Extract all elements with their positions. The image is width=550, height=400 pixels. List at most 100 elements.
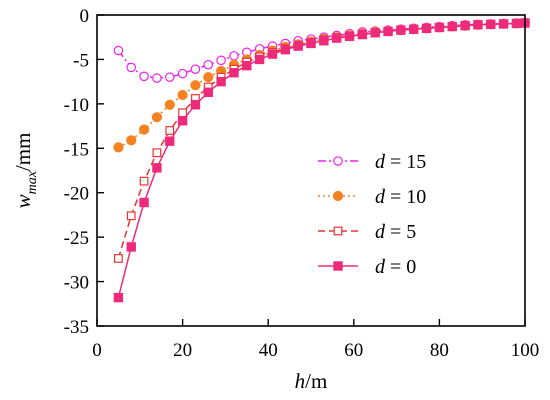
data-point xyxy=(113,292,124,303)
data-point xyxy=(113,254,123,263)
tick-labels: 0 20 40 60 80 100 0 -5 -10 -15 -20 -25 -30 -35 xyxy=(64,6,540,361)
legend-label: d = 5 xyxy=(375,221,416,243)
legend-label: d = 10 xyxy=(375,186,426,208)
data-point xyxy=(306,38,316,49)
legend-label: d = 0 xyxy=(375,256,416,278)
data-point xyxy=(151,112,163,123)
data-point xyxy=(370,28,380,38)
legend-entry: d = 5 xyxy=(318,221,416,243)
data-point xyxy=(113,142,124,153)
x-axis-variable: h xyxy=(295,369,306,393)
series-2 xyxy=(113,18,530,263)
data-point xyxy=(126,242,136,252)
data-point xyxy=(383,26,393,37)
legend-variable: d xyxy=(375,186,386,208)
data-point xyxy=(280,44,291,55)
legend: d = 15d = 10d = 5d = 0 xyxy=(318,151,426,278)
y-tick-label: -10 xyxy=(64,95,89,116)
y-axis-unit: /mm xyxy=(11,133,35,172)
data-point xyxy=(126,62,137,73)
x-tick-label: 0 xyxy=(92,340,102,361)
legend-value: = 15 xyxy=(385,151,426,173)
data-point xyxy=(113,45,124,56)
data-point xyxy=(190,64,201,75)
data-point xyxy=(216,55,226,66)
legend-variable: d xyxy=(375,256,386,278)
legend-value: = 0 xyxy=(385,256,416,278)
data-point xyxy=(165,136,175,146)
legend-marker xyxy=(332,190,344,202)
data-point xyxy=(177,116,188,126)
data-point xyxy=(139,197,149,208)
data-point xyxy=(331,33,342,43)
y-tick-label: -15 xyxy=(64,139,89,160)
data-point xyxy=(267,49,278,59)
data-point xyxy=(434,22,445,33)
legend-entry: d = 10 xyxy=(318,186,426,208)
legend-marker xyxy=(333,261,343,271)
x-tick-label: 40 xyxy=(259,340,278,361)
data-point xyxy=(164,72,175,82)
data-point xyxy=(486,19,496,30)
y-tick-label: 0 xyxy=(80,6,90,27)
data-point xyxy=(203,59,214,70)
data-point xyxy=(396,25,406,35)
axis-ticks xyxy=(96,14,526,327)
series-line xyxy=(117,22,526,259)
legend-marker xyxy=(333,156,343,166)
data-point xyxy=(216,76,226,87)
y-tick-label: -25 xyxy=(64,228,89,249)
x-tick-label: 20 xyxy=(173,340,192,361)
data-point xyxy=(177,68,188,79)
data-point xyxy=(165,126,175,135)
y-axis-variable: w xyxy=(11,194,35,208)
y-tick-label: -30 xyxy=(64,273,89,294)
series-3 xyxy=(113,18,530,303)
data-point xyxy=(409,24,419,34)
x-axis-unit: /m xyxy=(305,369,327,393)
data-point xyxy=(447,21,457,32)
series-line xyxy=(117,21,526,79)
data-point xyxy=(242,60,252,71)
legend-variable: d xyxy=(375,221,386,243)
data-point xyxy=(460,20,470,31)
data-point xyxy=(473,20,483,30)
legend-label: d = 15 xyxy=(375,151,426,173)
x-tick-label: 60 xyxy=(344,340,363,361)
series-layer xyxy=(113,17,531,303)
data-point xyxy=(126,135,137,146)
data-point xyxy=(319,36,329,46)
x-tick-label: 100 xyxy=(511,340,540,361)
y-axis-title: wmax/mm xyxy=(11,133,40,209)
data-point xyxy=(511,18,522,29)
data-point xyxy=(190,80,201,91)
data-point xyxy=(344,31,355,42)
legend-marker xyxy=(333,226,343,236)
data-point xyxy=(138,124,150,135)
legend-entry: d = 15 xyxy=(318,151,426,173)
data-point xyxy=(177,89,188,101)
data-point xyxy=(178,108,188,118)
data-point xyxy=(139,176,149,186)
data-point xyxy=(293,41,303,51)
data-point xyxy=(139,71,149,82)
data-point xyxy=(498,19,509,29)
x-tick-label: 80 xyxy=(430,340,449,361)
legend-value: = 5 xyxy=(385,221,416,243)
data-point xyxy=(164,99,175,110)
data-point xyxy=(229,68,239,78)
data-point xyxy=(203,87,213,98)
legend-entry: d = 0 xyxy=(318,256,416,278)
y-tick-label: -35 xyxy=(64,317,89,338)
data-point xyxy=(152,148,162,158)
y-tick-label: -20 xyxy=(64,184,89,205)
legend-variable: d xyxy=(375,151,386,173)
data-point xyxy=(254,54,265,65)
plot-frame xyxy=(96,14,526,327)
data-point xyxy=(203,72,214,83)
legend-value: = 10 xyxy=(385,186,426,208)
data-point xyxy=(152,73,162,83)
data-point xyxy=(357,29,368,40)
y-tick-label: -5 xyxy=(73,50,89,71)
